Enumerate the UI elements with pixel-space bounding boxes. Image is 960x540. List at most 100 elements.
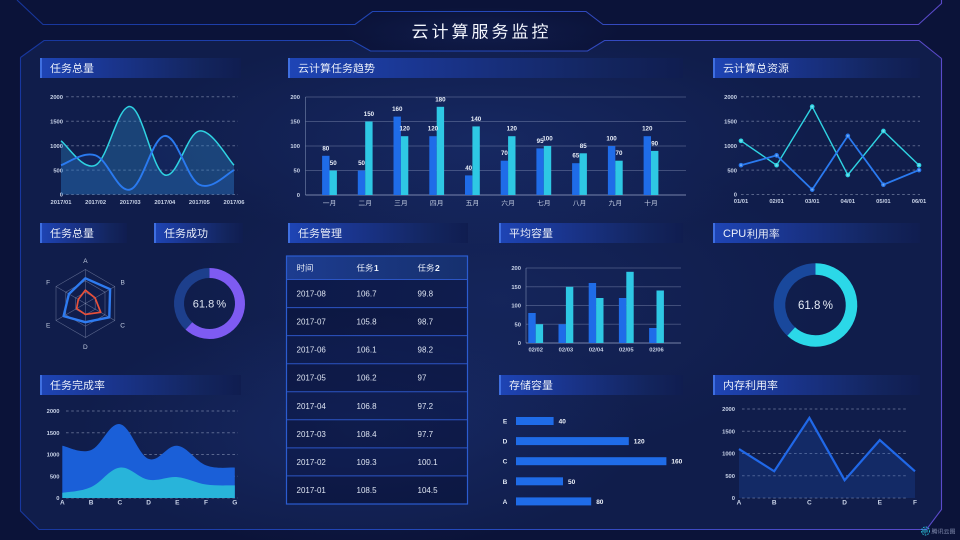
svg-text:105.8: 105.8 (357, 318, 378, 327)
svg-text:97.2: 97.2 (418, 402, 434, 411)
svg-text:A: A (737, 500, 742, 507)
svg-text:F: F (204, 500, 208, 507)
svg-text:100.1: 100.1 (418, 458, 439, 467)
svg-text:2000: 2000 (724, 95, 737, 101)
svg-text:1: 1 (374, 263, 379, 273)
svg-text:D: D (842, 500, 847, 507)
svg-text:02/03: 02/03 (559, 348, 574, 354)
svg-text:1000: 1000 (724, 144, 737, 150)
svg-text:2: 2 (435, 263, 440, 273)
svg-text:97: 97 (418, 374, 427, 383)
svg-text:40: 40 (559, 419, 567, 426)
svg-text:1000: 1000 (50, 144, 63, 150)
svg-text:40: 40 (465, 165, 472, 172)
svg-text:80: 80 (322, 145, 329, 152)
svg-text:G: G (232, 500, 237, 507)
svg-text:06/01: 06/01 (912, 199, 927, 205)
svg-text:160: 160 (671, 459, 682, 466)
svg-text:150: 150 (511, 285, 521, 291)
svg-text:99.8: 99.8 (418, 290, 434, 299)
svg-text:F: F (46, 280, 50, 287)
svg-text:04/01: 04/01 (841, 199, 856, 205)
svg-text:108.4: 108.4 (357, 430, 378, 439)
svg-text:50: 50 (568, 479, 576, 486)
svg-text:70: 70 (616, 150, 623, 157)
svg-text:05/01: 05/01 (876, 199, 891, 205)
svg-text:100: 100 (511, 304, 521, 310)
svg-text:106.8: 106.8 (357, 402, 378, 411)
svg-text:100: 100 (290, 144, 300, 150)
svg-text:50: 50 (358, 160, 365, 167)
svg-text:120: 120 (399, 126, 410, 133)
svg-text:E: E (878, 500, 883, 507)
svg-text:50: 50 (294, 169, 300, 175)
svg-text:2017-07: 2017-07 (297, 318, 327, 327)
svg-text:106.1: 106.1 (357, 346, 378, 355)
svg-text:120: 120 (507, 126, 518, 133)
svg-text:F: F (913, 500, 917, 507)
svg-text:02/04: 02/04 (589, 348, 604, 354)
svg-text:97.7: 97.7 (418, 430, 434, 439)
svg-text:02/06: 02/06 (649, 348, 664, 354)
svg-text:E: E (503, 419, 508, 426)
svg-text:500: 500 (727, 168, 737, 174)
svg-text:2017/06: 2017/06 (224, 200, 246, 206)
svg-text:C: C (117, 500, 122, 507)
svg-text:150: 150 (290, 120, 300, 126)
svg-text:1500: 1500 (50, 119, 63, 125)
svg-text:50: 50 (515, 322, 521, 328)
svg-text:2017-03: 2017-03 (297, 430, 327, 439)
svg-text:2017-04: 2017-04 (297, 402, 327, 411)
svg-text:C: C (503, 459, 508, 466)
svg-text:02/02: 02/02 (528, 348, 543, 354)
svg-text:108.5: 108.5 (357, 486, 378, 495)
svg-text:A: A (83, 258, 88, 265)
svg-text:106.2: 106.2 (357, 374, 378, 383)
svg-text:100: 100 (606, 136, 617, 143)
svg-text:200: 200 (290, 95, 300, 101)
svg-text:90: 90 (651, 140, 658, 147)
svg-text:500: 500 (50, 474, 60, 480)
svg-text:C: C (120, 323, 125, 330)
svg-text:0: 0 (60, 193, 63, 199)
svg-text:0: 0 (56, 496, 59, 502)
svg-text:2000: 2000 (722, 407, 735, 413)
svg-text:02/01: 02/01 (769, 199, 784, 205)
svg-text:2017-02: 2017-02 (297, 458, 327, 467)
svg-text:1500: 1500 (722, 429, 735, 435)
svg-text:98.2: 98.2 (418, 346, 434, 355)
svg-text:0: 0 (734, 193, 737, 199)
svg-text:2017-08: 2017-08 (297, 290, 327, 299)
svg-text:2017/01: 2017/01 (51, 200, 73, 206)
svg-text:B: B (772, 500, 777, 507)
svg-text:03/01: 03/01 (805, 199, 820, 205)
svg-text:65: 65 (572, 153, 579, 160)
svg-text:1000: 1000 (722, 452, 735, 458)
svg-text:70: 70 (501, 150, 508, 157)
svg-text:D: D (146, 500, 151, 507)
svg-text:120: 120 (642, 126, 653, 133)
svg-text:2017/02: 2017/02 (85, 200, 106, 206)
svg-text:140: 140 (471, 116, 482, 123)
svg-text:2017/04: 2017/04 (154, 200, 176, 206)
svg-text:E: E (175, 500, 180, 507)
svg-text:C: C (807, 500, 812, 507)
svg-text:200: 200 (511, 266, 521, 272)
svg-text:01/01: 01/01 (734, 199, 749, 205)
svg-text:A: A (503, 499, 508, 506)
svg-text:0: 0 (297, 193, 300, 199)
svg-text:104.5: 104.5 (418, 486, 439, 495)
svg-text:A: A (60, 500, 65, 507)
svg-text:95: 95 (537, 138, 544, 145)
svg-text:100: 100 (542, 136, 553, 143)
svg-text:0: 0 (732, 496, 735, 502)
svg-text:109.3: 109.3 (357, 458, 378, 467)
svg-text:120: 120 (634, 439, 645, 446)
svg-text:80: 80 (596, 499, 604, 506)
svg-text:1500: 1500 (47, 431, 60, 437)
svg-text:160: 160 (392, 106, 403, 113)
svg-text:180: 180 (435, 96, 446, 103)
svg-text:B: B (89, 500, 94, 507)
svg-text:1500: 1500 (724, 119, 737, 125)
svg-text:61.8 %: 61.8 % (193, 299, 227, 311)
